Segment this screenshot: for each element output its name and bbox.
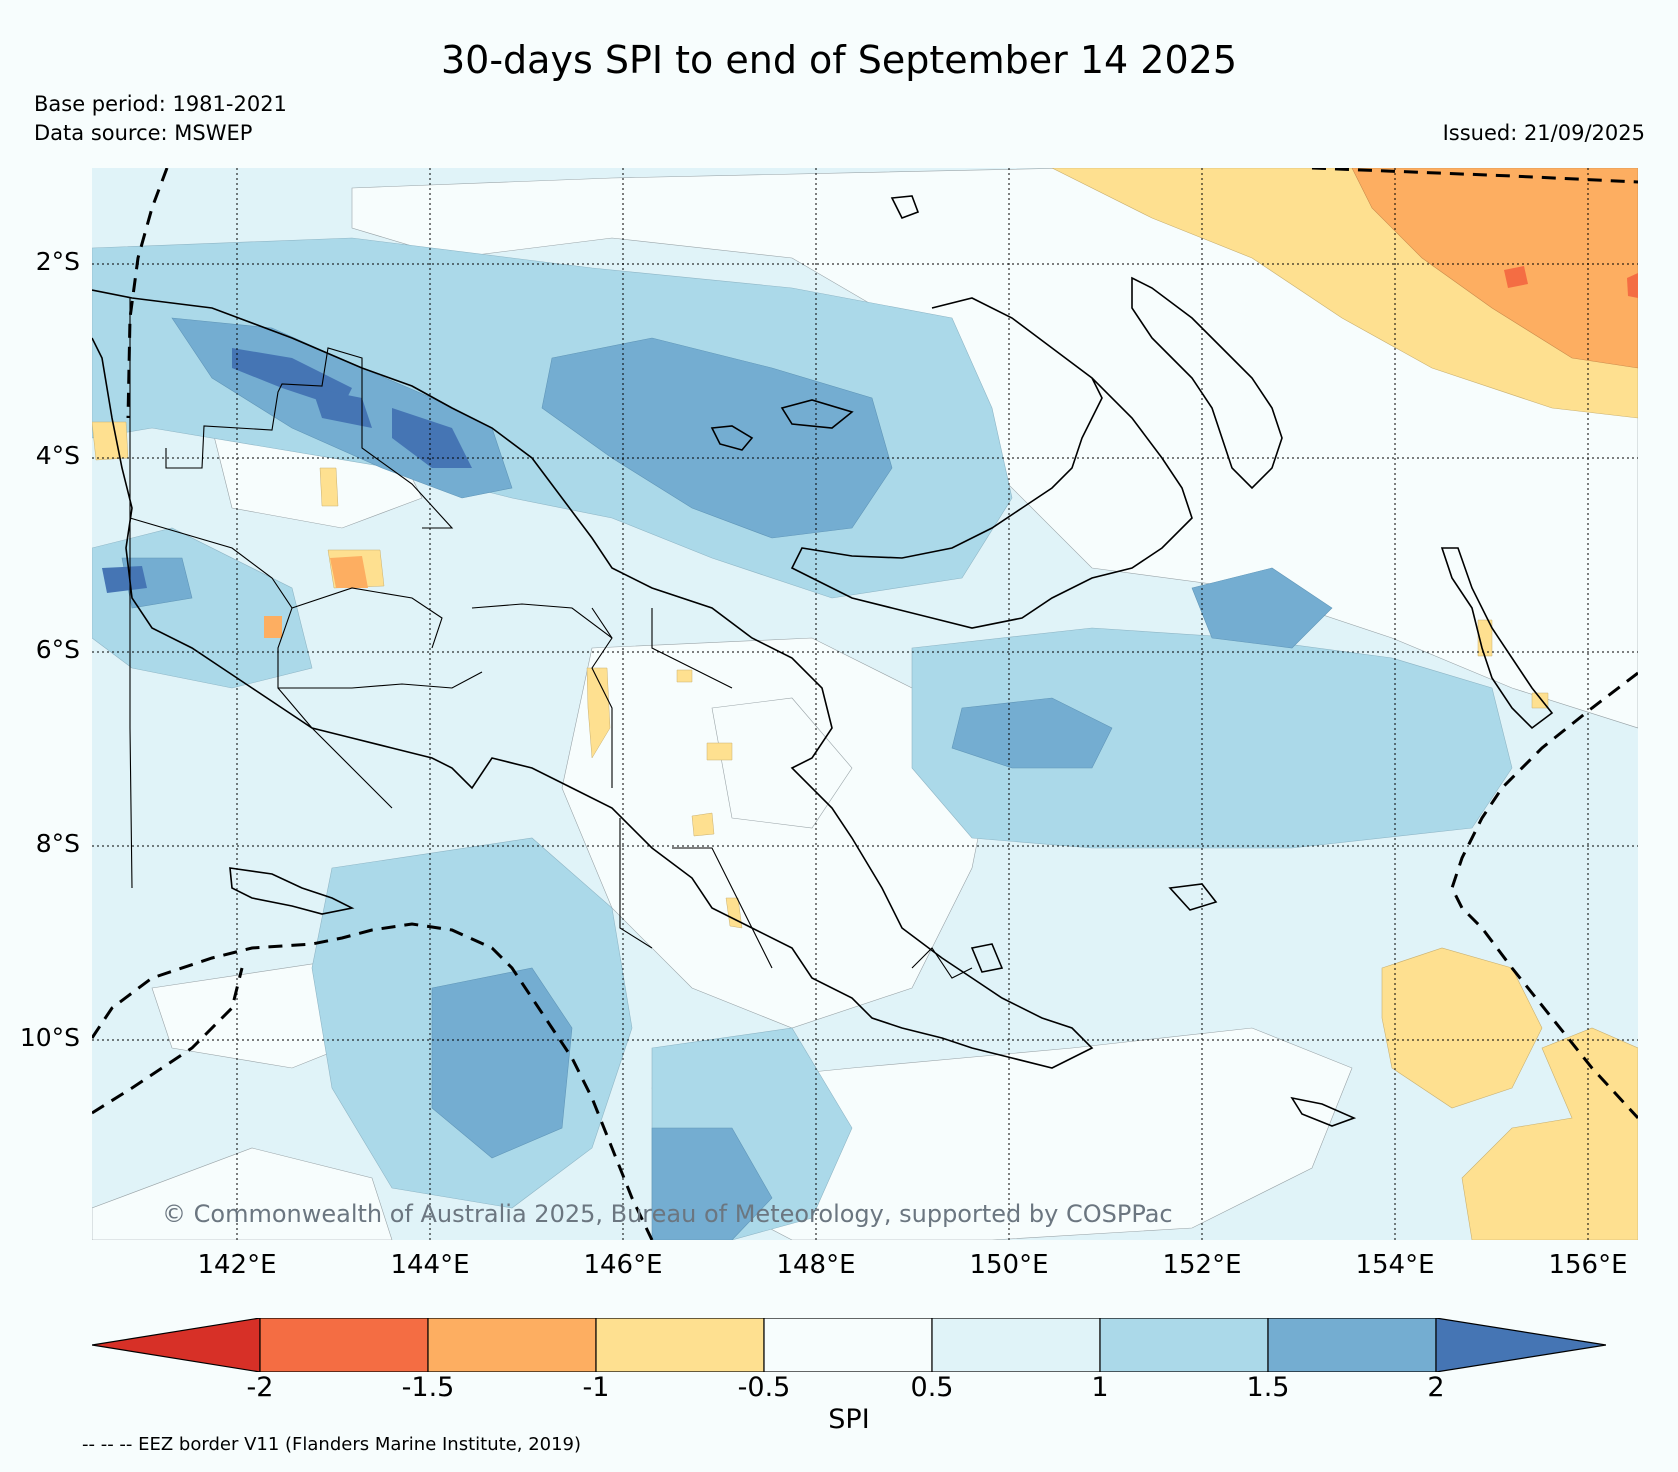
lat-label-6s: 6°S: [35, 635, 80, 664]
colorbar-segment-3: [595, 1318, 765, 1372]
coastlines: [92, 195, 1554, 1127]
colorbar-segment-extreme-dry: [92, 1318, 261, 1372]
colorbar-segment-4: [763, 1318, 933, 1372]
lat-label-2s: 2°S: [35, 247, 80, 276]
colorbar-segment-6: [1099, 1318, 1269, 1372]
lat-label-10s: 10°S: [19, 1023, 80, 1052]
colorbar-tick-2: -1.5: [401, 1372, 455, 1403]
issued-date: Issued: 21/09/2025: [1442, 121, 1645, 145]
lat-label-4s: 4°S: [35, 441, 80, 470]
colorbar-tick-5: 0.5: [910, 1372, 954, 1403]
lon-label-146e: 146°E: [583, 1250, 663, 1280]
eez-borders: [92, 168, 1638, 1240]
lon-label-152e: 152°E: [1162, 1250, 1242, 1280]
lon-label-148e: 148°E: [776, 1250, 856, 1280]
colorbar-tick-3: -1: [582, 1372, 610, 1403]
spi-field-above-2: [102, 348, 472, 593]
base-period: Base period: 1981-2021: [34, 92, 287, 116]
colorbar-segment-1: [259, 1318, 429, 1372]
map-title: 30-days SPI to end of September 14 2025: [440, 38, 1237, 82]
lon-label-156e: 156°E: [1548, 1250, 1628, 1280]
gridlines: [92, 168, 1638, 1240]
spi-dry-southeast: [1381, 947, 1638, 1240]
spi-map: [92, 168, 1638, 1240]
colorbar-title: SPI: [828, 1404, 870, 1435]
copyright-notice: © Commonwealth of Australia 2025, Bureau…: [162, 1200, 1173, 1228]
colorbar-segment-2: [427, 1318, 597, 1372]
lon-label-150e: 150°E: [969, 1250, 1049, 1280]
colorbar-segment-5: [931, 1318, 1101, 1372]
spi-dry-northeast: [1051, 168, 1638, 419]
colorbar-tick-7: 1.5: [1246, 1372, 1290, 1403]
lon-label-154e: 154°E: [1355, 1250, 1435, 1280]
colorbar-tick-6: 1: [1091, 1372, 1109, 1403]
data-source: Data source: MSWEP: [34, 121, 253, 145]
colorbar-tick-8: 2: [1427, 1372, 1445, 1403]
lat-label-8s: 8°S: [35, 829, 80, 858]
colorbar-segment-7: [1267, 1318, 1437, 1372]
spi-moderately-dry-spots: [264, 556, 368, 638]
spi-colorbar: [92, 1318, 1606, 1372]
eez-legend-note: -- -- -- EEZ border V11 (Flanders Marine…: [82, 1434, 582, 1455]
lon-label-142e: 142°E: [197, 1250, 277, 1280]
colorbar-tick-4: -0.5: [737, 1372, 791, 1403]
lon-label-144e: 144°E: [390, 1250, 470, 1280]
admin-borders: [129, 298, 973, 979]
colorbar-tick-1: -2: [246, 1372, 274, 1403]
colorbar-segment-extreme-wet: [1435, 1318, 1606, 1372]
